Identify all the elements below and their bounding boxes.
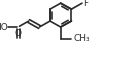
Text: O: O (15, 29, 22, 38)
Text: CH₃: CH₃ (73, 34, 90, 43)
Text: HO: HO (0, 23, 8, 32)
Text: F: F (83, 0, 88, 8)
